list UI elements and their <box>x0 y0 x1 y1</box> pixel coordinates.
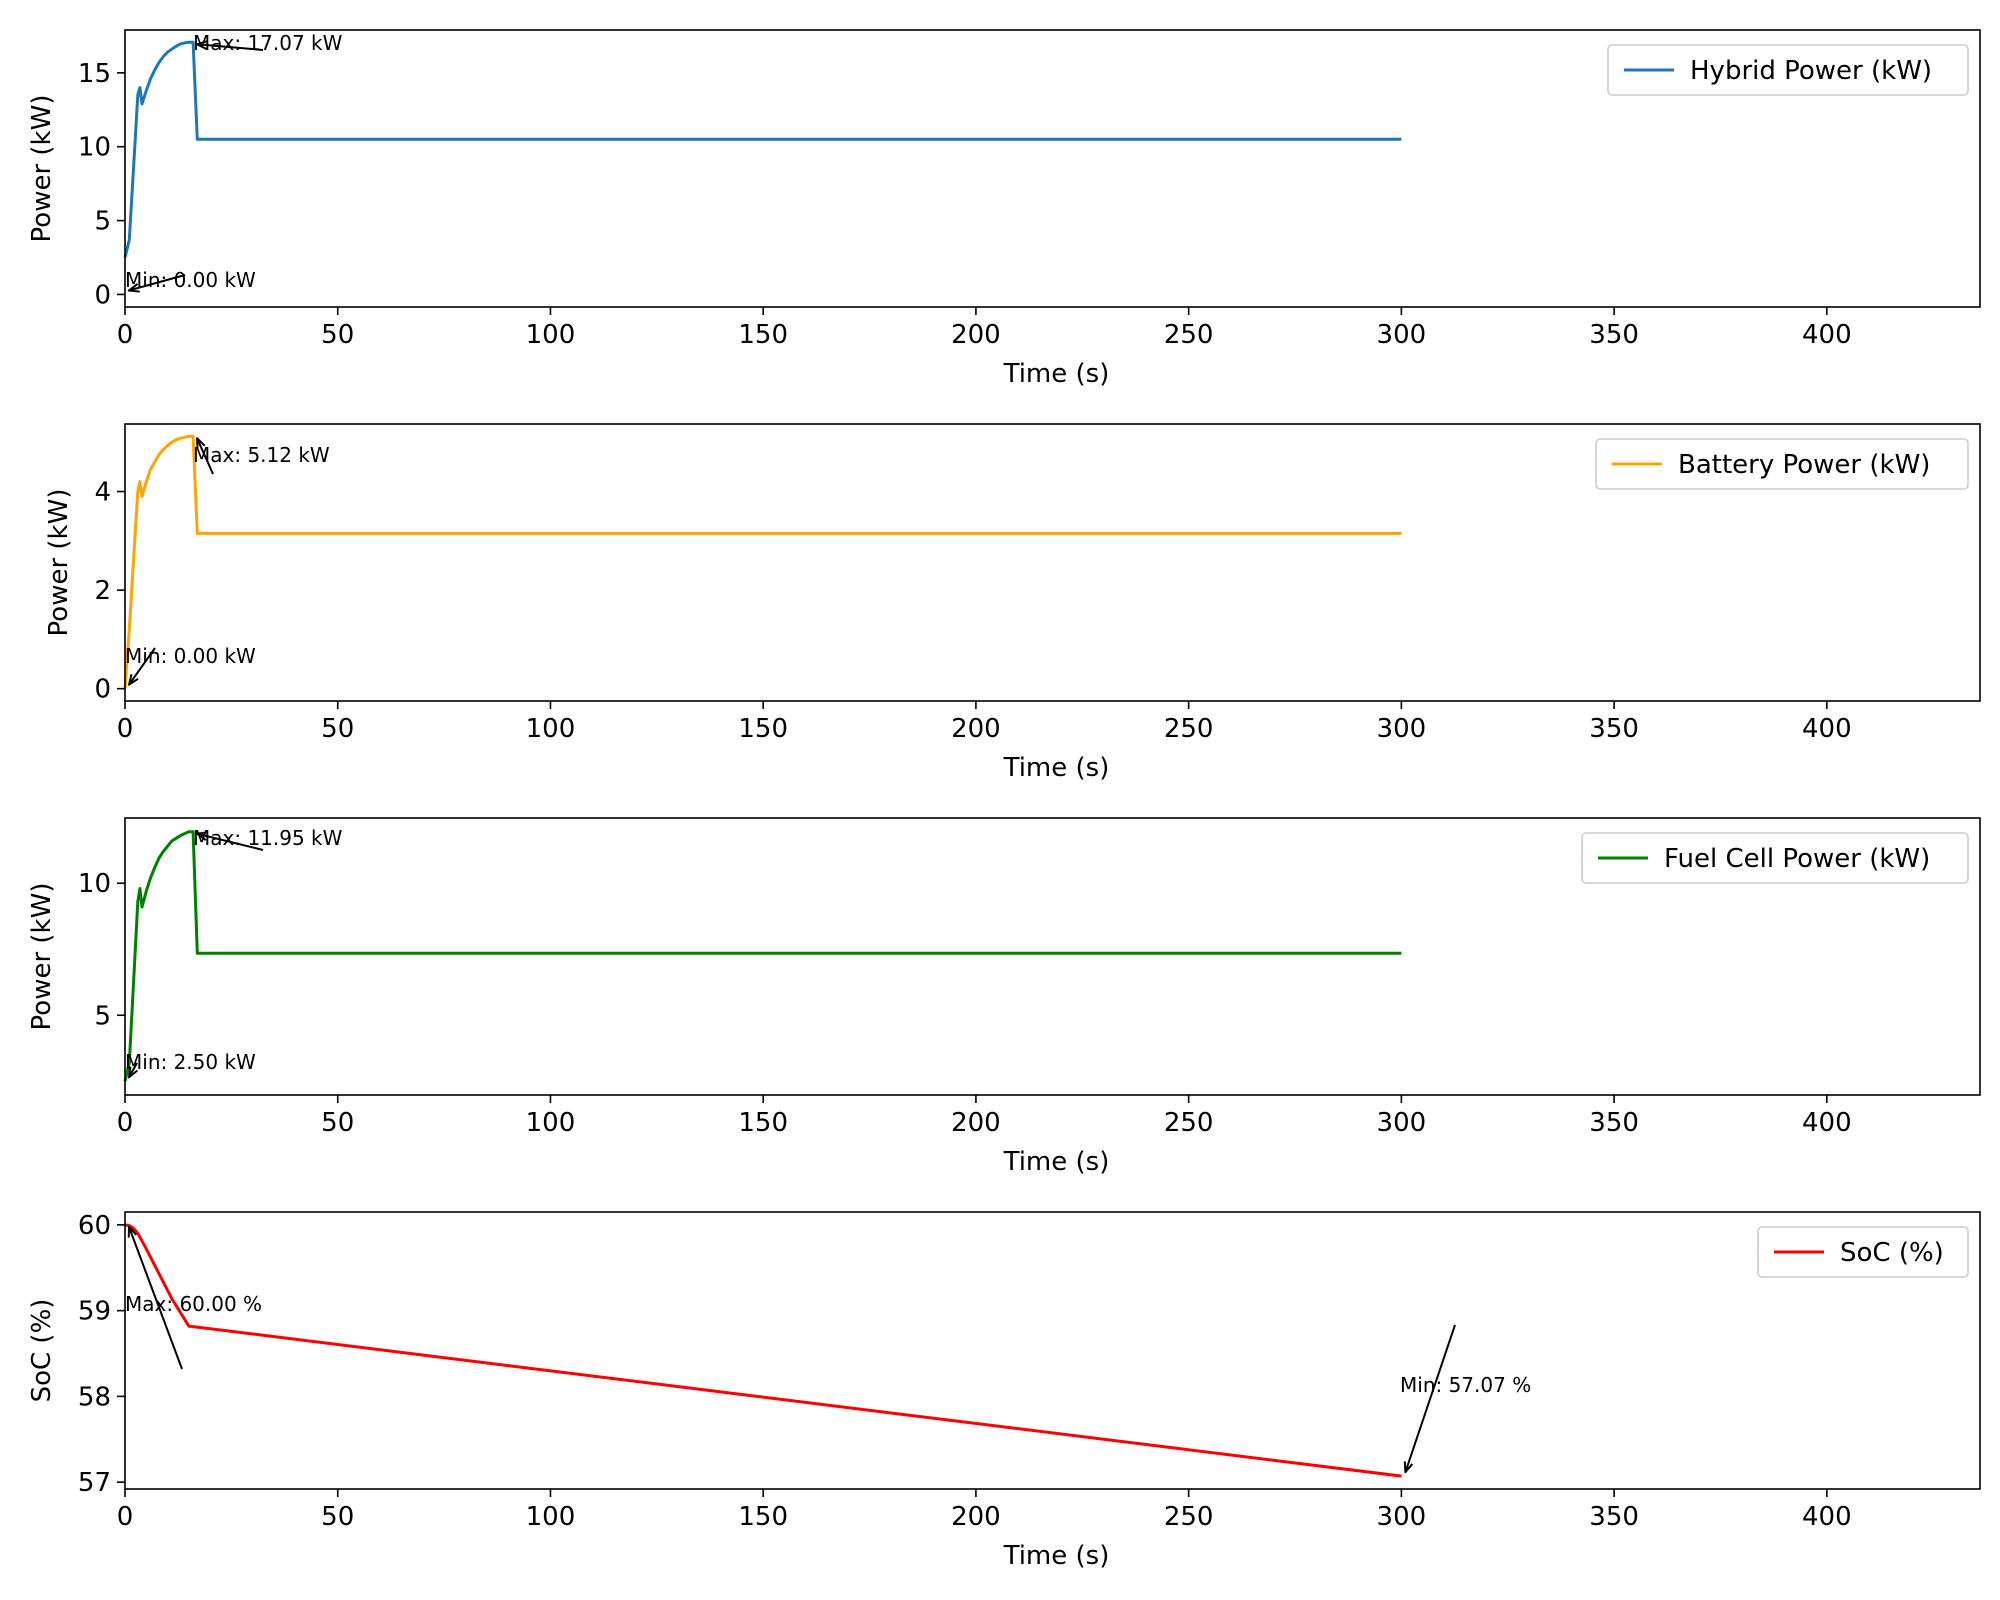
y-tick-label: 59 <box>78 1297 111 1327</box>
legend-label: Hybrid Power (kW) <box>1690 56 1932 86</box>
annotation-label: Min: 0.00 kW <box>125 268 256 292</box>
annotation-label: Min: 2.50 kW <box>125 1050 256 1074</box>
y-tick-label: 0 <box>94 280 111 310</box>
y-axis-label: SoC (%) <box>27 1299 57 1403</box>
x-tick-label: 200 <box>951 714 1001 744</box>
x-tick-label: 50 <box>321 1502 354 1532</box>
series-line <box>123 830 1402 1082</box>
x-tick-label: 200 <box>951 1502 1001 1532</box>
y-tick-label: 10 <box>78 869 111 899</box>
x-axis-label: Time (s) <box>1003 753 1110 783</box>
series-line <box>124 1223 1402 1478</box>
annotation-label: Max: 17.07 kW <box>193 31 343 55</box>
axes-frame <box>124 817 1981 1096</box>
x-tick-label: 400 <box>1802 1108 1852 1138</box>
annotation-arrow <box>129 1227 183 1370</box>
x-tick-label: 300 <box>1377 320 1427 350</box>
x-tick-label: 300 <box>1377 714 1427 744</box>
subplot-2: 0 50 100 150 200 250 300 350 400 0 2 4 Time (s) Power… <box>44 423 1981 783</box>
series-line <box>123 434 1402 689</box>
x-tick-label: 100 <box>526 714 576 744</box>
legend-box <box>1757 1226 1969 1278</box>
y-tick-label: 15 <box>78 59 111 89</box>
annotation-arrow <box>197 438 214 475</box>
subplot-1: 0 50 100 150 200 250 300 350 400 0 5 10 15 Time (s) Po… <box>27 29 1981 389</box>
annotation-arrow <box>1405 1324 1456 1472</box>
legend-label: Fuel Cell Power (kW) <box>1664 844 1930 874</box>
x-tick-label: 150 <box>738 320 788 350</box>
annotation-arrow <box>197 834 264 851</box>
y-tick-label: 58 <box>78 1382 111 1412</box>
x-tick-label: 50 <box>321 320 354 350</box>
x-tick-label: 250 <box>1164 1502 1214 1532</box>
annotation-arrow <box>129 1062 137 1077</box>
x-tick-label: 0 <box>117 1108 134 1138</box>
y-tick-label: 0 <box>94 675 111 705</box>
x-tick-label: 350 <box>1589 714 1639 744</box>
y-tick-label: 10 <box>78 133 111 163</box>
y-tick-label: 57 <box>78 1468 111 1498</box>
legend-label: SoC (%) <box>1840 1238 1944 1268</box>
x-tick-label: 300 <box>1377 1502 1427 1532</box>
y-tick-label: 4 <box>94 478 111 508</box>
x-tick-label: 100 <box>526 320 576 350</box>
y-tick-label: 5 <box>94 1001 111 1031</box>
x-tick-label: 250 <box>1164 1108 1214 1138</box>
x-tick-label: 400 <box>1802 320 1852 350</box>
subplot-3: 0 50 100 150 200 250 300 350 400 5 10 Time (s) Power… <box>27 817 1981 1177</box>
y-axis-label: Power (kW) <box>44 489 74 637</box>
annotation-arrow <box>129 647 156 685</box>
x-tick-label: 400 <box>1802 1502 1852 1532</box>
x-tick-label: 150 <box>738 714 788 744</box>
x-axis-label: Time (s) <box>1003 1541 1110 1571</box>
x-tick-label: 100 <box>526 1108 576 1138</box>
annotation-label: Max: 5.12 kW <box>193 443 330 467</box>
x-tick-label: 100 <box>526 1502 576 1532</box>
x-tick-label: 400 <box>1802 714 1852 744</box>
legend-box <box>1595 438 1969 490</box>
x-tick-label: 150 <box>738 1108 788 1138</box>
series-line <box>123 40 1402 258</box>
legend-label: Battery Power (kW) <box>1678 450 1930 480</box>
subplot-4: 0 50 100 150 200 250 300 350 400 57 58 59 60 Time (s)… <box>27 1211 1981 1571</box>
axes-frame <box>124 1211 1981 1490</box>
y-axis-label: Power (kW) <box>27 883 57 1031</box>
axes-frame <box>124 29 1981 308</box>
y-axis-label: Power (kW) <box>27 95 57 243</box>
x-tick-label: 150 <box>738 1502 788 1532</box>
x-tick-label: 250 <box>1164 320 1214 350</box>
y-tick-label: 2 <box>94 576 111 606</box>
annotation-label: Min: 0.00 kW <box>125 644 256 668</box>
y-tick-label: 5 <box>94 207 111 237</box>
x-tick-label: 200 <box>951 1108 1001 1138</box>
x-axis-label: Time (s) <box>1003 1147 1110 1177</box>
x-tick-label: 50 <box>321 1108 354 1138</box>
x-tick-label: 350 <box>1589 320 1639 350</box>
axes-frame <box>124 423 1981 702</box>
x-tick-label: 350 <box>1589 1502 1639 1532</box>
x-axis-label: Time (s) <box>1003 359 1110 389</box>
legend-box <box>1581 832 1969 884</box>
x-tick-label: 0 <box>117 320 134 350</box>
x-tick-label: 0 <box>117 714 134 744</box>
x-tick-label: 0 <box>117 1502 134 1532</box>
x-tick-label: 250 <box>1164 714 1214 744</box>
x-tick-label: 200 <box>951 320 1001 350</box>
annotation-label: Max: 60.00 % <box>125 1292 262 1316</box>
x-tick-label: 50 <box>321 714 354 744</box>
x-tick-label: 350 <box>1589 1108 1639 1138</box>
x-tick-label: 300 <box>1377 1108 1427 1138</box>
annotation-arrow <box>129 274 186 290</box>
legend-box <box>1607 44 1969 96</box>
y-tick-label: 60 <box>78 1211 111 1241</box>
annotation-arrow <box>197 44 264 51</box>
annotation-label: Min: 57.07 % <box>1400 1373 1531 1397</box>
